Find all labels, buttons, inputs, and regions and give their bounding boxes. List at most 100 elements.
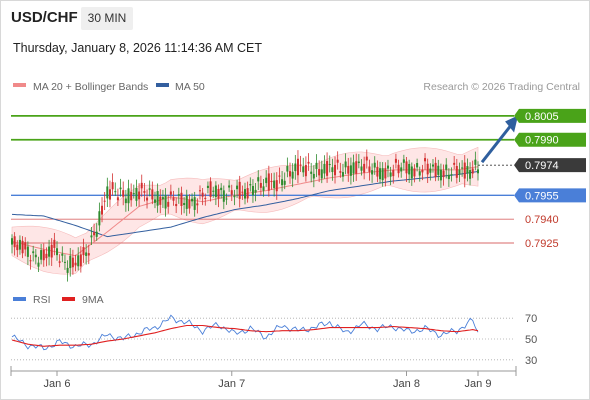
candle-body [418, 171, 421, 176]
symbol-title: USD/CHF [11, 9, 78, 26]
candle-body [77, 255, 80, 267]
candle-body [341, 172, 344, 177]
candle-body [424, 158, 427, 162]
candle-body [463, 162, 466, 179]
candle-body [87, 253, 90, 256]
candle-body [183, 203, 186, 205]
candle-body [21, 240, 24, 254]
candle-body [291, 171, 294, 179]
candle-body [281, 179, 284, 186]
candle-body [431, 164, 434, 167]
candle-body [161, 197, 164, 200]
candle-body [347, 165, 350, 174]
candle-body [304, 165, 307, 177]
candle-body [56, 248, 59, 256]
ma20-legend-swatch [13, 83, 26, 87]
candle-body [233, 195, 236, 198]
forecast-arrow [480, 115, 519, 164]
ma50-legend-label: MA 50 [175, 81, 205, 93]
candle-body [344, 161, 347, 168]
level-label-0.7974: 0.7974 [525, 160, 559, 172]
candle-body [286, 165, 289, 172]
candle-body [275, 180, 278, 192]
candle-body [458, 169, 461, 175]
candle-body [402, 159, 405, 163]
candle-body [132, 193, 135, 195]
candle-body [310, 171, 313, 174]
candle-body [283, 180, 286, 185]
candle-body [400, 167, 403, 172]
candle-body [148, 188, 151, 190]
candle-body [434, 162, 437, 178]
x-tick-label: Jan 6 [44, 378, 71, 390]
level-label-0.8005: 0.8005 [525, 111, 559, 123]
rsi-tick-label: 50 [525, 334, 537, 346]
level-tag-0.7974 [514, 158, 586, 173]
candle-body [69, 255, 72, 269]
datetime-label: Thursday, January 8, 2026 11:14:36 AM CE… [13, 41, 262, 55]
candle-body [90, 235, 93, 238]
candle-body [392, 170, 395, 177]
candle-body [143, 191, 146, 193]
candle-body [45, 253, 48, 259]
candle-body [220, 187, 223, 191]
candle-body [278, 175, 281, 177]
candle-body [29, 260, 32, 262]
candle-body [40, 250, 43, 260]
candle-body [198, 190, 201, 192]
level-tag-0.7955 [514, 188, 586, 203]
candle-body [307, 161, 310, 164]
candle-body [93, 232, 96, 236]
candle-body [363, 163, 366, 173]
candle-body [191, 198, 194, 202]
credit-label: Research © 2026 Trading Central [423, 81, 580, 93]
candle-body [249, 184, 252, 186]
candle-body [334, 164, 337, 176]
candle-body [389, 172, 392, 177]
level-labels: 0.8005 0.7990 0.7974 0.7955 0.7940 0.7925 [514, 108, 586, 250]
x-tick-label: Jan 9 [465, 378, 492, 390]
candle-body [225, 198, 228, 200]
candle-body [397, 164, 400, 174]
candle-body [267, 173, 270, 191]
candle-body [386, 165, 389, 169]
forecast-arrow-shaft [480, 125, 512, 164]
timeframe-badge[interactable]: 30 MIN [81, 7, 133, 30]
candle-body [201, 192, 204, 197]
candle-body [273, 180, 276, 188]
candle-body [196, 203, 199, 206]
candle-body [61, 253, 64, 256]
level-label-0.7990: 0.7990 [525, 135, 559, 147]
candle-body [426, 163, 429, 175]
candle-body [265, 177, 268, 184]
candle-body [466, 166, 469, 174]
candle-body [177, 194, 180, 196]
candle-body [294, 163, 297, 172]
candle-body [82, 247, 85, 256]
candle-body [379, 168, 382, 180]
candle-body [461, 167, 464, 169]
rsi-ma-legend-swatch [62, 297, 75, 301]
candle-body [236, 185, 239, 190]
rsi-tick-label: 70 [525, 313, 537, 325]
candle-body [119, 187, 122, 190]
candle-body [296, 158, 299, 176]
candle-body [16, 244, 19, 251]
candle-body [95, 231, 98, 237]
candle-body [63, 261, 66, 263]
candle-body [24, 242, 27, 250]
level-tag-0.7990 [514, 132, 586, 147]
candle-body [146, 197, 149, 201]
candle-body [429, 168, 432, 173]
candle-body [101, 205, 104, 215]
candle-body [238, 181, 241, 199]
candle-body [172, 197, 175, 201]
candle-body [103, 200, 106, 202]
candle-body [336, 159, 339, 163]
candle-body [376, 166, 379, 177]
candle-body [437, 165, 440, 175]
candle-body [156, 191, 159, 206]
candle-body [349, 165, 352, 176]
candle-body [114, 191, 117, 193]
candle-body [138, 191, 141, 200]
